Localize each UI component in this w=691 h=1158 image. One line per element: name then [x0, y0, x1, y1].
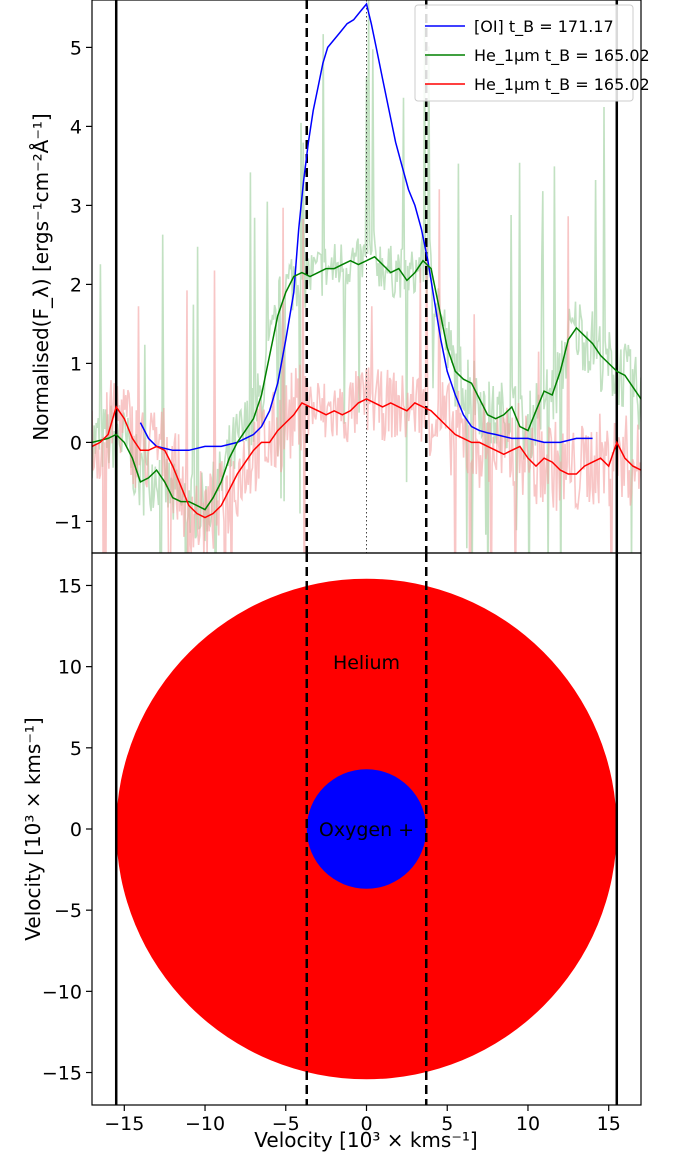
y-tick-label: 3: [70, 195, 82, 217]
x-tick-label: −10: [185, 1113, 225, 1135]
bottom-y-axis-title: Velocity [10³ × kms⁻¹]: [21, 717, 45, 940]
helium-label: Helium: [333, 652, 400, 674]
velocity-markers-bottom: [114, 553, 619, 1105]
x-tick-label: −15: [104, 1113, 144, 1135]
spectrum-panel: −1 0 1 2 3 4 5 Normalised(F_λ) [ergs⁻¹cm⁻²Å⁻¹]…: [29, 0, 650, 554]
y-tick-label: 10: [58, 657, 82, 679]
y-tick-label: 1: [70, 353, 82, 375]
y-tick-label: −15: [42, 1063, 82, 1085]
y-tick-label: 0: [70, 819, 82, 841]
x-tick-label: 10: [516, 1113, 540, 1135]
top-y-axis-title: Normalised(F_λ) [ergs⁻¹cm⁻²Å⁻¹]: [29, 113, 53, 440]
x-tick-label: 0: [360, 1113, 372, 1135]
oxygen-core: [306, 769, 427, 889]
y-tick-label: 2: [70, 274, 82, 296]
bottom-x-ticks: −15 −10 −5 0 5 10 15: [104, 1105, 621, 1135]
y-tick-label: −10: [42, 981, 82, 1003]
x-tick-label: −5: [272, 1113, 300, 1135]
shell-labels: Helium Oxygen +: [319, 652, 414, 841]
y-tick-label: 4: [70, 116, 82, 138]
legend-label: He_1μm t_B = 165.02: [474, 75, 650, 95]
x-tick-label: 15: [597, 1113, 621, 1135]
y-tick-label: −5: [54, 900, 82, 922]
y-tick-label: 0: [70, 432, 82, 454]
y-tick-label: 5: [70, 37, 82, 59]
oi-line: [139, 2, 593, 452]
legend-label: He_1μm t_B = 165.02: [474, 46, 650, 66]
x-tick-label: 5: [441, 1113, 453, 1135]
y-tick-label: 15: [58, 575, 82, 597]
x-axis-title: Velocity [10³ × kms⁻¹]: [254, 1128, 477, 1152]
bottom-y-ticks: −15 −10 −5 0 5 10 15: [42, 575, 92, 1085]
he-green-line: [92, 255, 641, 511]
top-y-ticks: −1 0 1 2 3 4 5: [54, 37, 92, 533]
series-layer: [92, 2, 641, 519]
y-tick-label: −1: [54, 511, 82, 533]
oxygen-label: Oxygen +: [319, 819, 414, 841]
y-tick-label: 5: [70, 738, 82, 760]
he-red-line: [92, 398, 641, 519]
legend-label: [OI] t_B = 171.17: [474, 17, 614, 37]
velocity-map-panel: Helium Oxygen + −15 −10 −5 0 5 10 15 −15 −10 −5 0 5…: [21, 552, 642, 1152]
legend-box: [414, 4, 634, 102]
legend: [OI] t_B = 171.17 He_1μm t_B = 165.02 He_1…: [414, 4, 650, 102]
shell-layer: [116, 578, 617, 1080]
